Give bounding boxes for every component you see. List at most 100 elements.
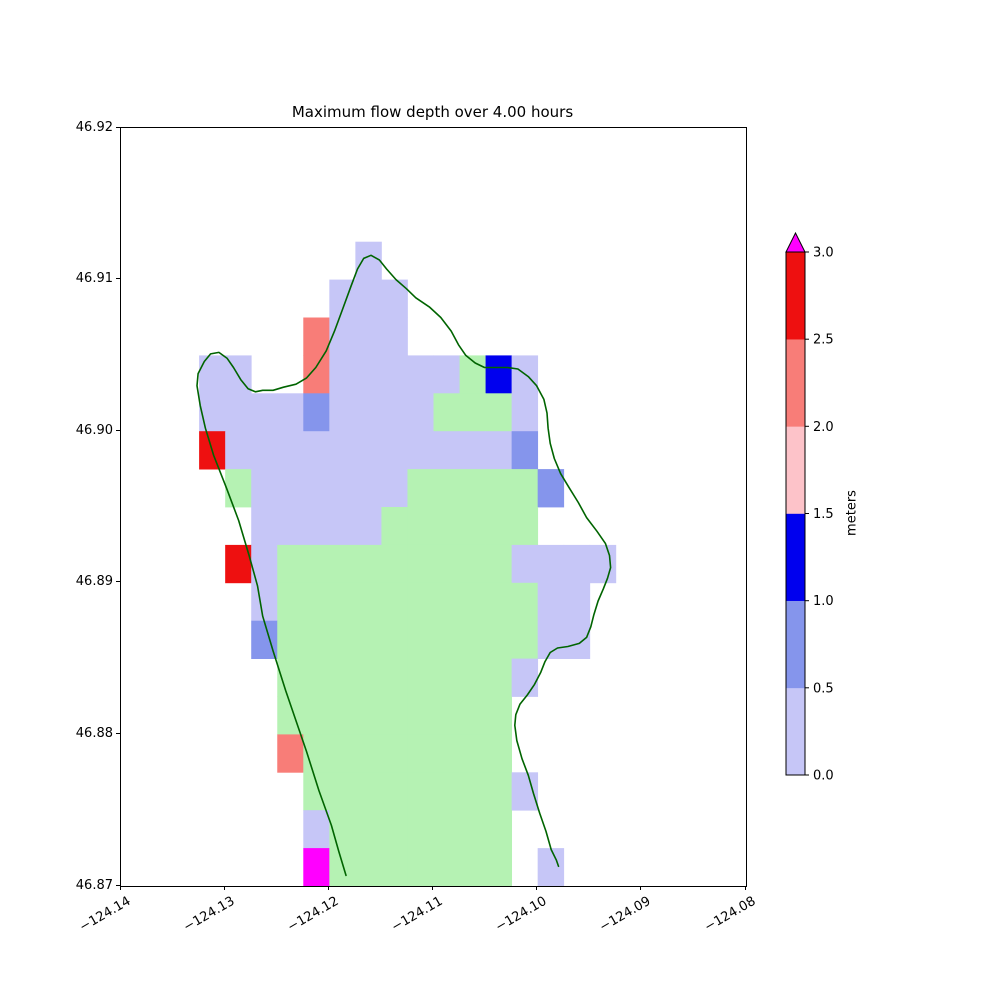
land-cell	[329, 658, 356, 697]
land-cell	[381, 582, 408, 622]
land-cell	[433, 507, 460, 546]
land-cell	[485, 393, 513, 432]
land-cell	[277, 544, 304, 584]
flow-depth-cell	[537, 848, 565, 886]
flow-depth-cell	[537, 582, 565, 622]
flow-depth-cell	[381, 393, 408, 432]
flow-depth-cell	[303, 317, 330, 356]
x-tick-label: −124.12	[284, 893, 342, 936]
land-cell	[511, 469, 539, 508]
land-cell	[459, 848, 486, 886]
land-cell	[433, 469, 460, 508]
colorbar-tick-label: 2.0	[813, 420, 834, 435]
colorbar-tick-label: 0.5	[813, 681, 834, 696]
land-cell	[303, 544, 330, 584]
land-cell	[381, 658, 408, 697]
land-cell	[433, 658, 460, 697]
flow-depth-cell	[381, 279, 408, 318]
land-cell	[433, 393, 460, 432]
land-cell	[407, 734, 434, 773]
coastline-line	[196, 254, 612, 877]
flow-depth-cell	[225, 393, 252, 432]
land-cell	[485, 658, 513, 697]
flow-depth-cell	[329, 469, 356, 508]
land-cell	[329, 696, 356, 735]
flow-depth-cell	[251, 582, 278, 622]
x-tick-label: −124.11	[389, 893, 446, 936]
flow-depth-cell	[303, 810, 330, 849]
land-cell	[433, 620, 460, 659]
land-cell	[355, 734, 382, 773]
colorbar-tick-label: 3.0	[813, 246, 834, 261]
flow-depth-cell	[433, 355, 460, 394]
land-cell	[407, 772, 434, 811]
land-cell	[485, 696, 513, 735]
flow-depth-cell	[511, 658, 539, 697]
land-cell	[459, 620, 486, 659]
land-cell	[407, 507, 434, 546]
land-cell	[511, 507, 539, 546]
x-tick-label: −124.10	[493, 893, 550, 936]
land-cell	[381, 848, 408, 886]
x-tick-mark	[432, 886, 433, 890]
x-tick-label: −124.14	[76, 893, 133, 936]
flow-depth-cell	[329, 431, 356, 470]
land-cell	[407, 696, 434, 735]
land-cell	[433, 544, 460, 584]
flow-depth-cell	[199, 393, 226, 432]
land-cell	[355, 582, 382, 622]
y-tick-label: 46.87	[75, 877, 113, 893]
land-cell	[485, 772, 513, 811]
land-cell	[407, 658, 434, 697]
land-cell	[433, 582, 460, 622]
land-cell	[485, 734, 513, 773]
plot-area	[120, 127, 747, 887]
flow-depth-cell	[407, 393, 434, 432]
x-tick-mark	[223, 886, 225, 890]
land-cell	[459, 658, 486, 697]
land-cell	[381, 620, 408, 659]
land-cell	[381, 696, 408, 735]
land-cell	[511, 582, 539, 622]
land-cell	[329, 810, 356, 849]
flow-depth-cell	[277, 431, 304, 470]
y-tick-mark	[116, 278, 120, 280]
land-cell	[381, 544, 408, 584]
flow-depth-cell	[355, 507, 382, 546]
flow-depth-cell	[329, 393, 356, 432]
flow-depth-cell	[355, 355, 382, 394]
flow-depth-cell	[459, 431, 486, 470]
y-tick-mark	[116, 884, 120, 886]
flow-depth-cell	[407, 355, 434, 394]
flow-depth-cell	[277, 507, 304, 546]
land-cell	[329, 620, 356, 659]
colorbar-tick-label: 0.0	[813, 769, 834, 784]
land-cell	[329, 734, 356, 773]
flow-depth-cell	[563, 620, 591, 659]
land-cell	[277, 620, 304, 659]
x-tick-mark	[119, 886, 121, 890]
y-tick-mark	[116, 581, 120, 583]
flow-depth-cell	[407, 431, 434, 470]
land-cell	[381, 810, 408, 849]
x-tick-label: −124.13	[180, 893, 238, 936]
y-tick-label: 46.90	[75, 422, 113, 438]
flow-depth-cell	[563, 544, 591, 584]
colorbar-segment	[786, 339, 805, 427]
colorbar-over-arrow-icon	[785, 231, 806, 253]
land-cell	[459, 393, 486, 432]
land-cell	[433, 810, 460, 849]
land-cell	[459, 696, 486, 735]
flow-depth-cell	[381, 317, 408, 356]
flow-depth-cell	[485, 355, 513, 394]
flow-depth-cell	[433, 431, 460, 470]
land-cell	[485, 848, 513, 886]
y-tick-mark	[116, 126, 120, 128]
land-cell	[459, 772, 486, 811]
y-tick-label: 46.89	[75, 574, 113, 590]
land-cell	[225, 469, 252, 508]
land-cell	[381, 772, 408, 811]
flow-depth-cell	[511, 544, 539, 584]
land-cell	[303, 582, 330, 622]
